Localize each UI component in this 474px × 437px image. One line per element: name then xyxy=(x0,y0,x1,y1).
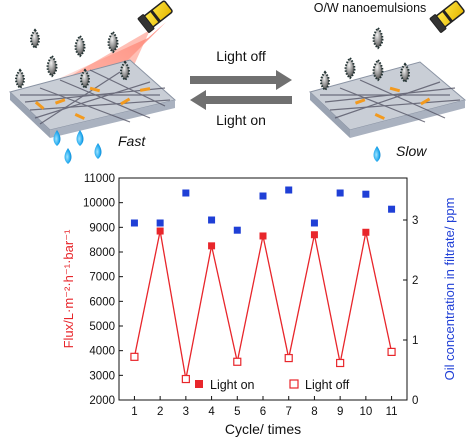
oil-droplet-icon xyxy=(320,26,410,92)
left-tick-label: 8000 xyxy=(89,247,115,259)
flux-light-on-point xyxy=(310,231,318,239)
flux-line xyxy=(133,230,393,380)
right-tick-label: 3 xyxy=(412,215,418,227)
oil-concentration-point xyxy=(285,186,293,194)
right-tick-label: 1 xyxy=(412,335,418,347)
x-tick-label: 5 xyxy=(234,406,240,418)
x-axis-ticks: 1 2 3 4 5 6 7 8 9 10 11 xyxy=(131,396,398,418)
flux-light-off-point xyxy=(130,352,139,361)
left-tick-label: 11000 xyxy=(84,173,115,185)
x-tick-label: 7 xyxy=(286,406,292,418)
x-tick-label: 2 xyxy=(157,406,163,418)
left-tick-label: 6000 xyxy=(89,296,115,308)
flux-light-off-point xyxy=(284,353,293,363)
switch-arrows: Light off Light on xyxy=(190,48,292,128)
chart: 2000300040005000600070008000900010000110… xyxy=(61,173,457,437)
water-drop-icon xyxy=(53,130,102,164)
flux-light-on-point xyxy=(362,228,370,236)
x-tick-label: 9 xyxy=(337,406,343,418)
flux-light-off-point xyxy=(181,374,190,384)
x-tick-label: 11 xyxy=(386,406,398,418)
flux-light-on-point xyxy=(208,242,216,250)
left-caption: Fast xyxy=(118,133,146,149)
left-tick-label: 7000 xyxy=(89,272,115,284)
x-tick-label: 10 xyxy=(359,406,372,418)
legend-label-light-on: Light on xyxy=(210,378,255,392)
arrow-bottom-label: Light on xyxy=(216,112,266,128)
x-tick-label: 6 xyxy=(260,406,266,418)
oil-concentration-point xyxy=(388,205,396,213)
left-tick-label: 2000 xyxy=(89,395,115,407)
left-membrane-scene: Fast xyxy=(9,0,177,164)
arrow-top-label: Light off xyxy=(216,48,266,64)
illustration: Fast Light off Light on xyxy=(9,0,467,164)
flashlight-icon xyxy=(137,0,173,33)
x-tick-label: 3 xyxy=(183,406,189,418)
left-tick-label: 5000 xyxy=(89,321,115,333)
x-axis-label: Cycle/ times xyxy=(225,421,301,437)
left-tick-label: 4000 xyxy=(89,346,115,358)
water-drop-icon xyxy=(373,146,381,162)
oil-concentration-point xyxy=(336,189,344,197)
left-axis-ticks: 2000 3000 4000 5000 6000 7000 8000 9000 10000 110… xyxy=(83,173,123,407)
right-axis-ticks: 0 1 2 3 xyxy=(403,215,418,407)
oil-concentration-point xyxy=(182,189,190,197)
right-arrow xyxy=(190,70,292,90)
oil-concentration-point xyxy=(156,219,164,227)
oil-droplet-icon xyxy=(15,28,130,90)
right-tick-label: 0 xyxy=(412,395,418,407)
left-tick-label: 9000 xyxy=(89,222,115,234)
left-arrow xyxy=(190,90,292,110)
x-tick-label: 1 xyxy=(131,406,137,418)
oil-concentration-point xyxy=(130,219,138,227)
oil-concentration-point xyxy=(233,226,241,234)
oil-concentration-point xyxy=(208,216,216,224)
flashlight-icon xyxy=(429,0,465,33)
plot-frame xyxy=(118,177,408,401)
flux-light-on-point xyxy=(259,232,267,240)
right-membrane-scene: O/W nanoemulsions Slow xyxy=(309,0,467,162)
flux-light-off-point xyxy=(233,357,242,366)
membrane-mesh-icon xyxy=(9,59,177,138)
emulsion-label: O/W nanoemulsions xyxy=(314,1,427,15)
y-axis-label-right: Oil concentration in filtrate/ ppm xyxy=(442,198,457,381)
oil-concentration-point xyxy=(310,219,318,227)
flux-light-off-point xyxy=(387,347,396,356)
left-tick-label: 10000 xyxy=(83,198,115,210)
right-caption: Slow xyxy=(396,143,427,159)
membrane-mesh-icon xyxy=(309,61,467,138)
oil-concentration-point xyxy=(362,190,370,198)
legend: Light on Light off xyxy=(195,378,350,392)
flux-light-off-point xyxy=(336,358,345,368)
legend-marker-light-on xyxy=(195,380,203,388)
x-tick-label: 4 xyxy=(208,406,215,418)
y-axis-label-left: Flux/L·m⁻²·h⁻¹·bar⁻¹ xyxy=(61,229,76,348)
legend-label-light-off: Light off xyxy=(305,378,350,392)
oil-concentration-point xyxy=(259,192,267,200)
flux-light-on-point xyxy=(156,227,164,235)
chart-marks xyxy=(130,186,396,384)
x-tick-label: 8 xyxy=(311,406,317,418)
left-tick-label: 3000 xyxy=(89,370,115,382)
legend-marker-light-off xyxy=(289,379,299,389)
right-tick-label: 2 xyxy=(412,275,418,287)
